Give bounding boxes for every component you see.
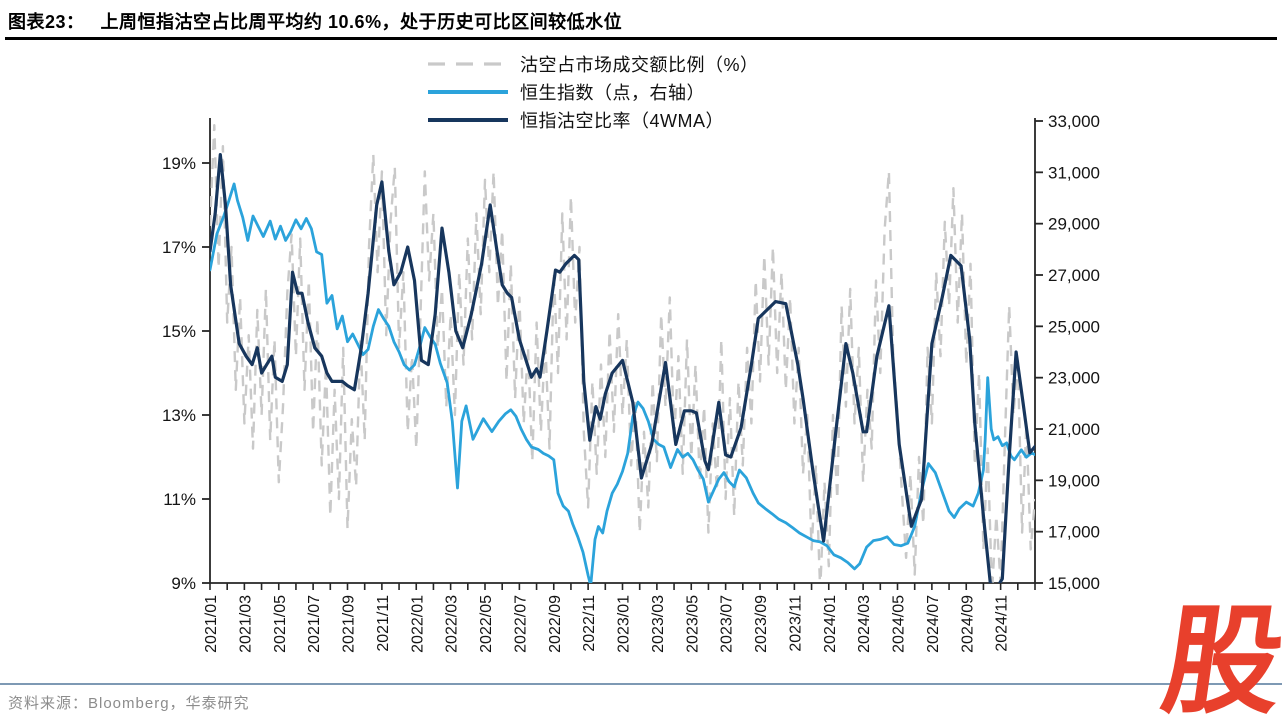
svg-text:2024/05: 2024/05 bbox=[891, 595, 908, 653]
svg-text:2022/09: 2022/09 bbox=[547, 595, 564, 653]
svg-text:29,000: 29,000 bbox=[1048, 215, 1100, 234]
svg-text:9%: 9% bbox=[171, 574, 196, 593]
svg-text:13%: 13% bbox=[162, 406, 196, 425]
title-divider bbox=[5, 37, 1277, 40]
solid-line-swatch-icon bbox=[428, 118, 508, 122]
source-note: 资料来源：Bloomberg，华泰研究 bbox=[8, 695, 250, 712]
svg-text:17%: 17% bbox=[162, 238, 196, 257]
svg-text:19%: 19% bbox=[162, 154, 196, 173]
svg-text:2021/09: 2021/09 bbox=[341, 595, 358, 653]
svg-text:15,000: 15,000 bbox=[1048, 574, 1100, 593]
dashed-line-swatch-icon bbox=[428, 62, 508, 66]
svg-text:2024/11: 2024/11 bbox=[994, 595, 1011, 652]
svg-text:33,000: 33,000 bbox=[1048, 112, 1100, 131]
svg-text:19,000: 19,000 bbox=[1048, 471, 1100, 490]
svg-text:17,000: 17,000 bbox=[1048, 523, 1100, 542]
svg-text:2024/09: 2024/09 bbox=[959, 595, 976, 653]
solid-line-swatch-icon bbox=[428, 90, 508, 94]
legend-label: 恒生指数（点，右轴） bbox=[520, 83, 705, 103]
legend-item-short-ratio-weekly: 沽空占市场成交额比例（%） bbox=[428, 50, 759, 78]
svg-text:2023/11: 2023/11 bbox=[787, 595, 804, 652]
chart-legend: 沽空占市场成交额比例（%） 恒生指数（点，右轴） 恒指沽空比率（4WMA） bbox=[428, 50, 759, 134]
svg-text:23,000: 23,000 bbox=[1048, 369, 1100, 388]
svg-text:2021/05: 2021/05 bbox=[272, 595, 289, 653]
legend-label: 恒指沽空比率（4WMA） bbox=[520, 111, 724, 131]
footer-divider bbox=[0, 683, 1282, 685]
brand-logo: 股 bbox=[1155, 600, 1282, 727]
svg-text:27,000: 27,000 bbox=[1048, 266, 1100, 285]
legend-label: 沽空占市场成交额比例（%） bbox=[520, 55, 759, 75]
svg-text:2023/05: 2023/05 bbox=[684, 595, 701, 653]
svg-text:2023/07: 2023/07 bbox=[719, 595, 736, 653]
svg-text:2022/01: 2022/01 bbox=[409, 595, 426, 653]
svg-text:2021/01: 2021/01 bbox=[203, 595, 220, 653]
figure-title: 上周恒指沽空占比周平均约 10.6%，处于历史可比区间较低水位 bbox=[100, 12, 623, 32]
legend-item-short-ratio-4wma: 恒指沽空比率（4WMA） bbox=[428, 106, 759, 134]
svg-text:2022/05: 2022/05 bbox=[478, 595, 495, 653]
svg-text:25,000: 25,000 bbox=[1048, 317, 1100, 336]
svg-text:2024/07: 2024/07 bbox=[925, 595, 942, 653]
svg-text:2023/01: 2023/01 bbox=[616, 595, 633, 653]
svg-text:2023/09: 2023/09 bbox=[753, 595, 770, 653]
figure-number: 图表23： bbox=[8, 12, 85, 32]
legend-item-hsi: 恒生指数（点，右轴） bbox=[428, 78, 759, 106]
svg-text:2021/03: 2021/03 bbox=[237, 595, 254, 653]
svg-text:2022/11: 2022/11 bbox=[581, 595, 598, 652]
svg-text:2024/03: 2024/03 bbox=[856, 595, 873, 653]
svg-text:2024/01: 2024/01 bbox=[822, 595, 839, 653]
svg-text:31,000: 31,000 bbox=[1048, 163, 1100, 182]
svg-text:15%: 15% bbox=[162, 322, 196, 341]
svg-text:2022/07: 2022/07 bbox=[512, 595, 529, 653]
svg-text:21,000: 21,000 bbox=[1048, 420, 1100, 439]
svg-text:2022/03: 2022/03 bbox=[444, 595, 461, 653]
svg-text:2021/07: 2021/07 bbox=[306, 595, 323, 653]
svg-text:2023/03: 2023/03 bbox=[650, 595, 667, 653]
figure-header: 图表23： 上周恒指沽空占比周平均约 10.6%，处于历史可比区间较低水位 bbox=[8, 8, 1274, 34]
svg-text:2021/11: 2021/11 bbox=[375, 595, 392, 652]
svg-text:11%: 11% bbox=[163, 490, 196, 509]
